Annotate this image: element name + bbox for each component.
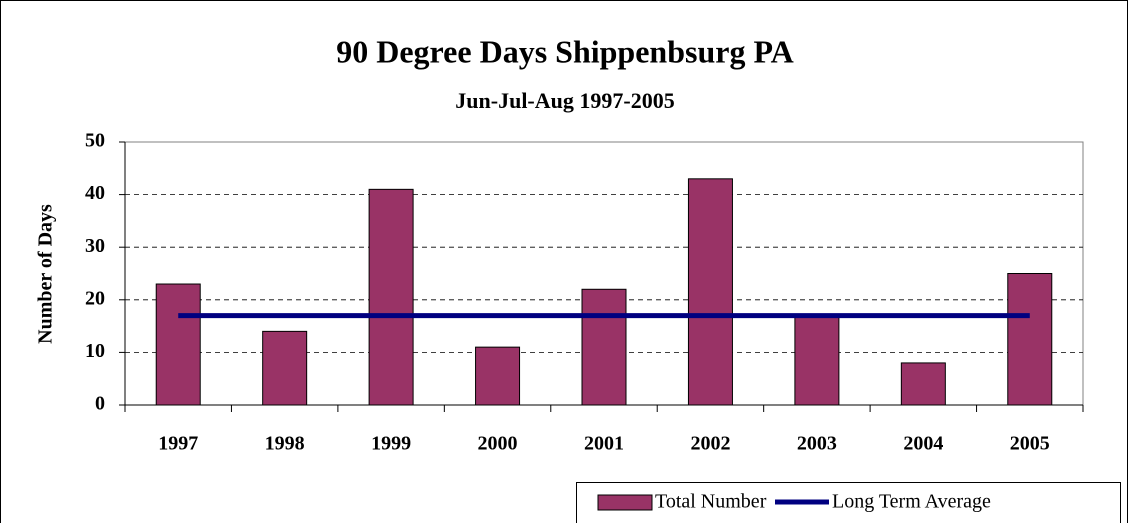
bar <box>687 178 733 406</box>
x-tick-label: 2004 <box>903 433 943 455</box>
bar <box>900 362 946 406</box>
y-axis-label: Number of Days <box>35 204 57 344</box>
chart-title: 90 Degree Days Shippenbsurg PA <box>336 33 794 69</box>
y-tick-label: 0 <box>95 393 105 415</box>
x-tick-label: 1998 <box>265 433 305 455</box>
x-tick-label: 2001 <box>584 433 624 455</box>
bar <box>1007 273 1053 406</box>
x-tick-label: 1997 <box>158 433 198 455</box>
chart-subtitle: Jun-Jul-Aug 1997-2005 <box>455 88 674 113</box>
legend-label: Long Term Average <box>832 491 991 513</box>
bar <box>794 315 840 406</box>
legend-box <box>576 482 1121 523</box>
x-tick-label: 2002 <box>690 433 730 455</box>
legend-label: Total Number <box>655 491 767 513</box>
x-tick-label: 2003 <box>797 433 837 455</box>
bar <box>581 288 627 406</box>
legend-swatch <box>597 494 653 511</box>
bar <box>368 188 414 406</box>
x-tick-label: 2005 <box>1010 433 1050 455</box>
y-tick-label: 10 <box>85 340 105 362</box>
y-tick-label: 30 <box>85 235 105 257</box>
x-tick-label: 2000 <box>478 433 518 455</box>
y-tick-label: 50 <box>85 130 105 152</box>
bar <box>155 283 201 406</box>
x-tick-label: 1999 <box>371 433 411 455</box>
y-tick-label: 40 <box>85 182 105 204</box>
bar <box>262 330 308 406</box>
y-tick-label: 20 <box>85 287 105 309</box>
bar <box>475 346 521 406</box>
